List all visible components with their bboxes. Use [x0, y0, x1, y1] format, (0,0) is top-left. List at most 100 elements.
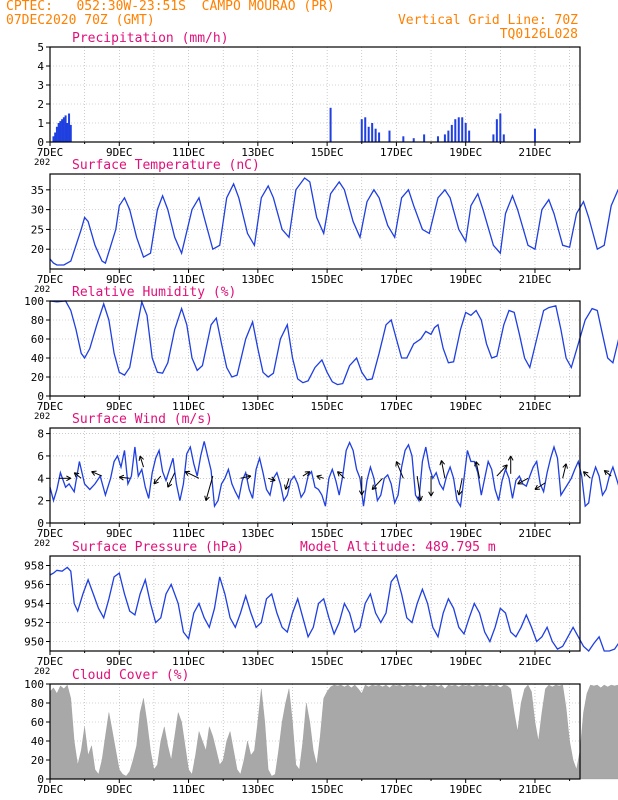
rh-xtick-label: 15DEC: [311, 400, 344, 413]
cloud-xtick-label: 13DEC: [241, 783, 274, 796]
rh-xtick-label: 9DEC: [106, 400, 133, 413]
cloud-frame: [49, 683, 581, 780]
precip-bar: [364, 117, 367, 142]
cloud-ytick-label: 60: [31, 716, 44, 729]
wind-year-fragment: 202: [34, 539, 50, 549]
precip-bar: [412, 138, 415, 142]
temp-xtick-label: 19DEC: [449, 273, 482, 286]
pressure-title: Surface Pressure (hPa): [72, 540, 244, 555]
pressure-panel: 950 952 954 956 958 7DEC 9DEC 11DEC 13DEC 15DEC 17…: [24, 540, 618, 677]
precip-ytick-label: 0: [37, 136, 44, 149]
temp-ytick-label: 25: [31, 223, 44, 236]
temp-frame: [49, 173, 581, 270]
header-date: 07DEC2020 70Z (GMT): [6, 13, 155, 28]
pressure-xtick-label: 15DEC: [311, 655, 344, 668]
wind-arrow: [496, 464, 508, 477]
wind-xtick-label: 19DEC: [449, 527, 482, 540]
wind-arrow-head: [118, 474, 125, 481]
pressure-xtick-label: 7DEC: [37, 655, 64, 668]
cloud-ytick-label: 80: [31, 697, 44, 710]
precip-bar: [443, 134, 446, 142]
precip-bar: [492, 134, 495, 142]
wind-xtick-label: 15DEC: [311, 527, 344, 540]
cloud-xtick-label: 17DEC: [380, 783, 413, 796]
rh-ytick-label: 0: [37, 390, 44, 403]
cloud-ytick-label: 0: [37, 773, 44, 786]
wind-arrow: [517, 477, 529, 485]
wind-frame: [49, 427, 581, 524]
pressure-ytick-label: 952: [24, 617, 44, 630]
wind-arrow: [440, 460, 446, 479]
rh-ytick-label: 20: [31, 371, 44, 384]
wind-arrow-head: [284, 484, 290, 490]
wind-ytick-label: 8: [37, 428, 44, 441]
wind-arrow: [205, 475, 214, 501]
wind-arrow-head: [428, 491, 434, 497]
wind-arrow-head: [73, 472, 80, 478]
precip-bar: [54, 132, 57, 142]
rh-ytick-label: 60: [31, 333, 44, 346]
precip-xtick-label: 11DEC: [172, 146, 205, 159]
wind-ytick-label: 4: [37, 472, 44, 485]
pressure-xtick-label: 9DEC: [106, 655, 133, 668]
wind-arrow: [603, 470, 612, 477]
precip-bar: [388, 130, 391, 142]
cloud-area: [49, 684, 618, 780]
wind-arrow: [562, 463, 567, 479]
precip-bar: [55, 126, 58, 142]
wind-arrow-head: [138, 455, 145, 461]
wind-arrow-head: [371, 484, 378, 490]
precip-xtick-label: 9DEC: [106, 146, 133, 159]
wind-arrow-head: [204, 495, 210, 501]
precip-xtick-label: 13DEC: [241, 146, 274, 159]
wind-arrow-head: [439, 460, 446, 466]
cloud-xtick-label: 9DEC: [106, 783, 133, 796]
precip-frame: [49, 46, 581, 143]
wind-arrow: [371, 477, 383, 490]
rh-ytick-label: 80: [31, 314, 44, 327]
precip-bar: [457, 117, 460, 142]
header-code: TQ0126L028: [499, 27, 578, 42]
wind-arrow-head: [534, 484, 540, 490]
wind-ytick-label: 0: [37, 517, 44, 530]
pressure-ytick-label: 956: [24, 579, 44, 592]
precip-bar: [378, 132, 381, 142]
precip-xtick-label: 15DEC: [311, 146, 344, 159]
wind-arrow-head: [358, 490, 365, 496]
precip-xtick-label: 7DEC: [37, 146, 64, 159]
precip-bar: [454, 119, 457, 142]
wind-ytick-label: 6: [37, 450, 44, 463]
precip-bar: [367, 126, 370, 142]
rh-frame: [49, 300, 581, 397]
precip-bar: [464, 123, 467, 142]
pressure-xtick-label: 19DEC: [449, 655, 482, 668]
precip-bar: [52, 136, 55, 142]
temp-xtick-label: 11DEC: [172, 273, 205, 286]
wind-arrow: [240, 475, 252, 479]
wind-arrow: [458, 478, 463, 496]
precip-bar: [468, 130, 471, 142]
wind-arrow: [337, 471, 345, 479]
temp-xtick-label: 21DEC: [518, 273, 551, 286]
temp-xtick-label: 7DEC: [37, 273, 64, 286]
wind-xtick-label: 17DEC: [380, 527, 413, 540]
cloud-ytick-label: 100: [24, 678, 44, 691]
wind-arrow: [416, 475, 422, 501]
wind-arrow: [167, 472, 176, 488]
pressure-xtick-label: 11DEC: [172, 655, 205, 668]
wind-arrow-head: [167, 482, 173, 488]
precip-bar: [62, 117, 65, 142]
precip-ytick-label: 5: [37, 41, 44, 54]
wind-arrow: [268, 477, 276, 482]
rh-xtick-label: 17DEC: [380, 400, 413, 413]
wind-ytick-label: 2: [37, 495, 44, 508]
wind-arrow: [395, 461, 404, 479]
rh-xtick-label: 19DEC: [449, 400, 482, 413]
cloud-title: Cloud Cover (%): [72, 668, 189, 683]
precip-bar: [461, 117, 464, 142]
precip-xtick-label: 17DEC: [380, 146, 413, 159]
wind-arrow-head: [562, 463, 568, 469]
wind-arrow: [73, 472, 82, 479]
cloud-ytick-label: 40: [31, 735, 44, 748]
